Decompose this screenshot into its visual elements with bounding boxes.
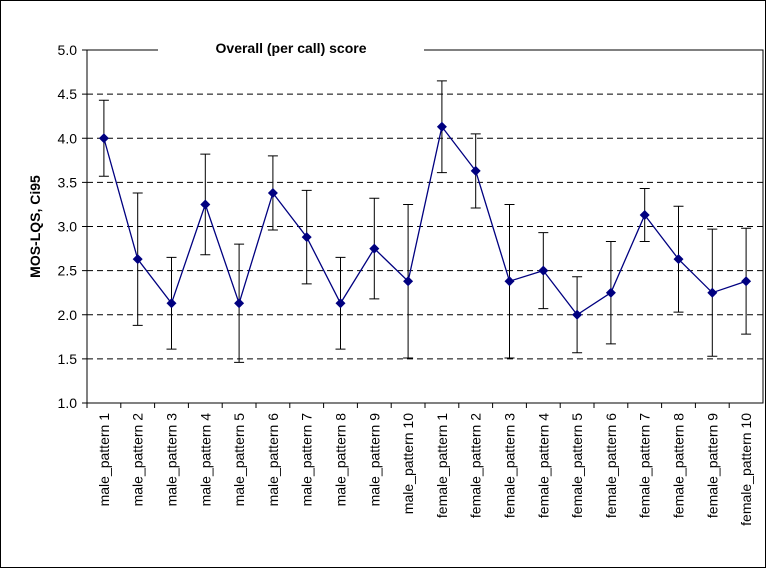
y-tick-label: 4.5 xyxy=(58,86,78,102)
x-tick-label: male_pattern 7 xyxy=(299,413,315,507)
x-tick-label: female_pattern 9 xyxy=(704,413,720,518)
marker xyxy=(403,276,414,287)
x-tick-label: male_pattern 8 xyxy=(333,413,349,507)
marker xyxy=(200,199,211,210)
x-tick-label: female_pattern 10 xyxy=(738,413,754,526)
chart-title: Overall (per call) score xyxy=(216,40,367,56)
x-tick-label: male_pattern 9 xyxy=(366,413,382,507)
marker xyxy=(572,309,583,320)
y-tick-label: 2.0 xyxy=(58,307,78,323)
y-tick-label: 1.5 xyxy=(58,351,78,367)
y-axis-label: MOS-LQS, Ci95 xyxy=(27,175,43,278)
x-tick-label: female_pattern 2 xyxy=(468,413,484,518)
x-tick-label: female_pattern 5 xyxy=(569,413,585,518)
marker xyxy=(98,133,109,144)
marker xyxy=(639,210,650,221)
marker xyxy=(335,298,346,309)
title-bg xyxy=(158,36,424,60)
marker xyxy=(436,121,447,132)
marker xyxy=(673,254,684,265)
x-tick-label: male_pattern 4 xyxy=(197,413,213,507)
marker xyxy=(301,232,312,243)
marker xyxy=(234,298,245,309)
y-tick-label: 2.5 xyxy=(58,263,78,279)
x-tick-label: male_pattern 10 xyxy=(400,413,416,514)
x-tick-label: male_pattern 3 xyxy=(164,413,180,507)
marker xyxy=(267,187,278,198)
marker xyxy=(707,287,718,298)
marker xyxy=(369,243,380,254)
marker xyxy=(470,165,481,176)
marker xyxy=(504,276,515,287)
y-tick-label: 4.0 xyxy=(58,130,78,146)
series-line xyxy=(103,125,747,316)
x-tick-label: male_pattern 6 xyxy=(265,413,281,507)
marker xyxy=(605,287,616,298)
marker xyxy=(741,276,752,287)
x-tick-label: male_pattern 1 xyxy=(96,413,112,507)
y-tick-label: 3.5 xyxy=(58,174,78,190)
y-tick-label: 5.0 xyxy=(58,42,78,58)
x-tick-label: female_pattern 1 xyxy=(434,413,450,518)
x-tick-label: female_pattern 6 xyxy=(603,413,619,518)
x-tick-label: female_pattern 3 xyxy=(502,413,518,518)
y-tick-label: 1.0 xyxy=(58,395,78,411)
x-tick-label: female_pattern 7 xyxy=(637,413,653,518)
x-tick-label: female_pattern 4 xyxy=(535,413,551,518)
marker xyxy=(132,254,143,265)
y-tick-label: 3.0 xyxy=(58,219,78,235)
x-tick-label: male_pattern 5 xyxy=(231,413,247,507)
x-tick-label: female_pattern 8 xyxy=(671,413,687,518)
marker xyxy=(538,265,549,276)
marker xyxy=(166,298,177,309)
x-tick-label: male_pattern 2 xyxy=(130,413,146,507)
